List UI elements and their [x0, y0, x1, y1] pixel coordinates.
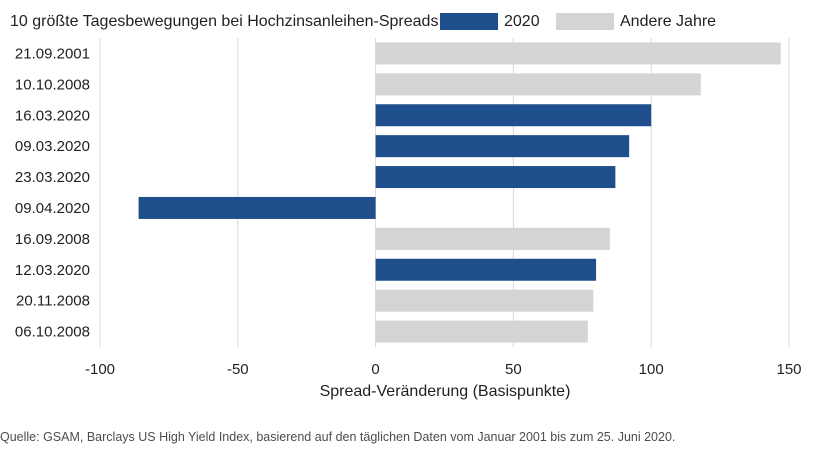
bar-21.09.2001: [375, 42, 781, 65]
x-tick-label: 0: [371, 361, 379, 378]
x-tick-label: 100: [639, 361, 664, 378]
category-label: 09.03.2020: [15, 138, 90, 155]
category-label: 23.03.2020: [15, 169, 90, 186]
category-label: 16.03.2020: [15, 107, 90, 124]
legend: 2020 Andere Jahre: [440, 13, 716, 30]
bar-23.03.2020: [375, 166, 616, 189]
category-label: 12.03.2020: [15, 262, 90, 279]
category-label: 06.10.2008: [15, 324, 90, 341]
x-tick-label: 50: [505, 361, 522, 378]
legend-label-2020: 2020: [504, 13, 540, 30]
x-tick-label: -100: [85, 361, 115, 378]
x-tick-label: 150: [776, 361, 801, 378]
bar-20.11.2008: [375, 289, 594, 312]
bar-12.03.2020: [375, 258, 597, 281]
bar-09.04.2020: [138, 196, 376, 219]
category-label: 09.04.2020: [15, 200, 90, 217]
bar-10.10.2008: [375, 73, 701, 96]
category-labels: 21.09.2001 10.10.2008 16.03.2020 09.03.2020…: [15, 45, 90, 340]
category-label: 21.09.2001: [15, 45, 90, 62]
chart-title: 10 größte Tagesbewegungen bei Hochzinsan…: [10, 13, 438, 30]
category-label: 20.11.2008: [16, 293, 90, 310]
bar-16.03.2020: [375, 104, 652, 127]
bar-06.10.2008: [375, 320, 588, 343]
legend-swatch-2020: [440, 13, 498, 30]
x-tick-label: -50: [227, 361, 249, 378]
source-note: Quelle: GSAM, Barclays US High Yield Ind…: [0, 430, 676, 444]
category-label: 10.10.2008: [15, 76, 90, 93]
x-tick-labels: -100 -50 0 50 100 150: [85, 361, 802, 378]
bar-16.09.2008: [375, 227, 610, 250]
legend-label-other-years: Andere Jahre: [620, 13, 716, 30]
category-label: 16.09.2008: [15, 231, 90, 248]
x-axis-label: Spread-Veränderung (Basispunkte): [320, 383, 571, 400]
bars: [138, 42, 781, 343]
bar-09.03.2020: [375, 135, 630, 158]
bar-chart: 21.09.2001 10.10.2008 16.03.2020 09.03.2020…: [10, 13, 802, 400]
legend-swatch-other-years: [556, 13, 614, 30]
